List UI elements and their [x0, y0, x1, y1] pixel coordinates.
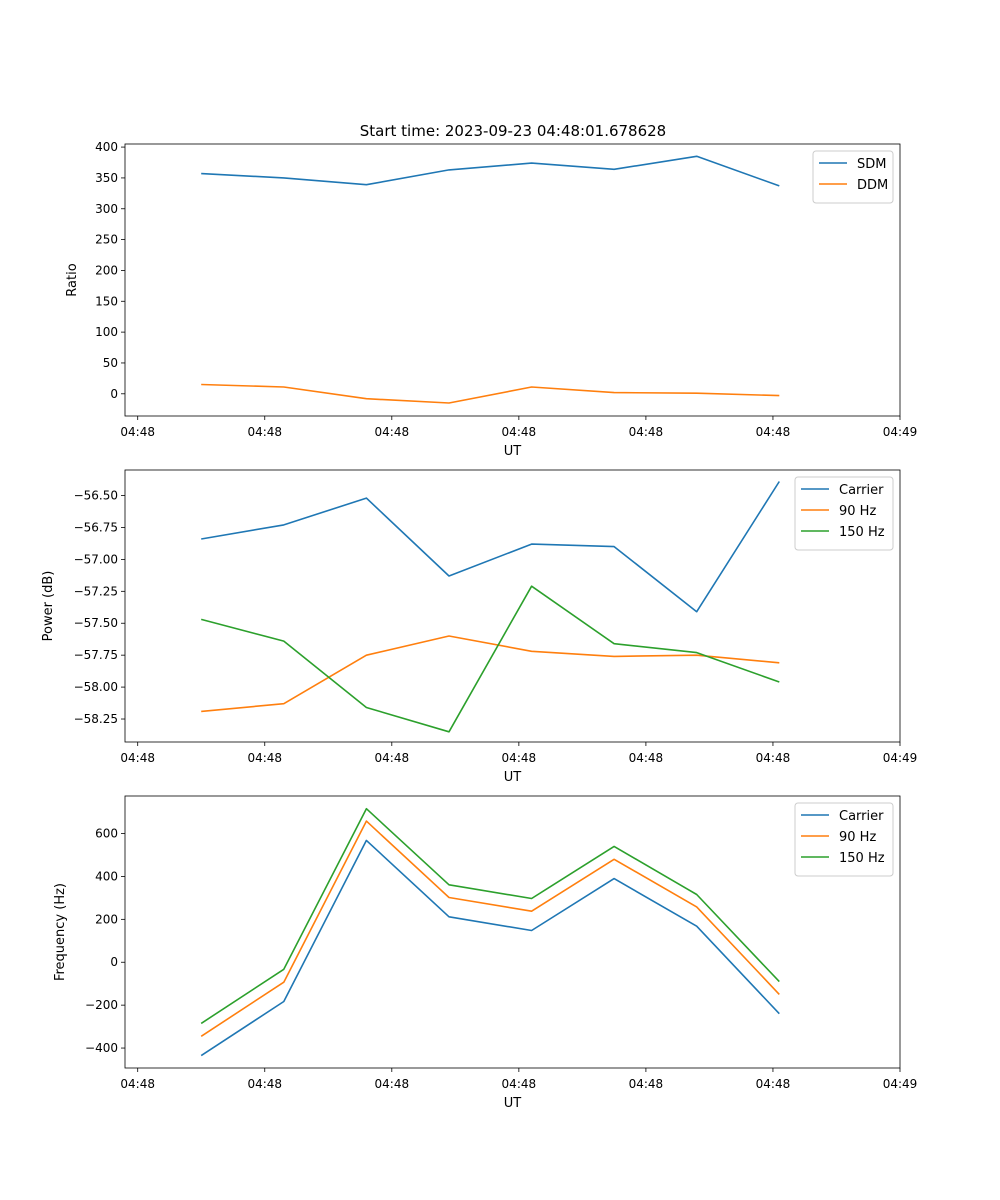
x-tick-label: 04:48	[502, 1077, 537, 1091]
x-tick-label: 04:48	[120, 751, 155, 765]
y-tick-label: −57.50	[74, 616, 118, 630]
panel-power: 04:48 04:48 04:48 04:48 04:48 04:48 04:49 −58.2…	[41, 469, 918, 785]
x-tick-label: 04:48	[375, 751, 410, 765]
x-tick-label: 04:48	[756, 425, 791, 439]
x-axis-label: UT	[504, 770, 522, 785]
legend: Carrier 90 Hz 150 Hz	[794, 802, 894, 877]
y-tick-label: 150	[95, 294, 118, 308]
y-axis-label: Power (dB)	[41, 571, 56, 642]
x-tick-label: 04:49	[883, 425, 918, 439]
figure-title: Start time: 2023-09-23 04:48:01.678628	[360, 122, 666, 140]
legend-label: 150 Hz	[839, 525, 885, 540]
y-tick-label: 600	[95, 827, 118, 841]
x-tick-label: 04:48	[629, 1077, 664, 1091]
y-tick-label: −200	[85, 998, 118, 1012]
y-tick-label: −57.75	[74, 648, 118, 662]
y-tick-label: 0	[110, 387, 118, 401]
y-tick-label: 400	[95, 869, 118, 883]
series-line-150-hz	[200, 585, 780, 733]
y-axis-label: Ratio	[65, 263, 80, 296]
x-tick-label: 04:48	[247, 751, 282, 765]
x-axis-label: UT	[504, 444, 522, 459]
legend-box	[812, 150, 894, 204]
x-tick-label: 04:48	[247, 425, 282, 439]
y-tick-label: 300	[95, 202, 118, 216]
legend-label: Carrier	[839, 809, 884, 824]
series-line-90-hz	[200, 820, 780, 1037]
y-tick-label: −57.00	[74, 552, 118, 566]
series-line-carrier	[201, 481, 780, 613]
legend-label: 90 Hz	[839, 504, 876, 519]
x-tick-label: 04:48	[375, 1077, 410, 1091]
x-tick-label: 04:48	[629, 425, 664, 439]
y-tick-label: −58.00	[74, 680, 118, 694]
legend-label: 90 Hz	[839, 830, 876, 845]
y-tick-label: 400	[95, 140, 118, 154]
legend-label: Carrier	[839, 483, 884, 498]
y-tick-label: −56.75	[74, 520, 118, 534]
series-line-150-hz	[200, 807, 780, 1025]
x-tick-label: 04:48	[120, 425, 155, 439]
y-tick-label: 250	[95, 233, 118, 247]
x-tick-label: 04:48	[120, 1077, 155, 1091]
y-tick-label: −56.50	[74, 489, 118, 503]
axes-frame	[124, 795, 901, 1069]
y-tick-label: 0	[110, 955, 118, 969]
x-tick-label: 04:48	[756, 751, 791, 765]
axes-frame	[124, 143, 901, 417]
x-tick-label: 04:48	[502, 425, 537, 439]
x-tick-label: 04:49	[883, 751, 918, 765]
x-tick-label: 04:48	[502, 751, 537, 765]
x-tick-label: 04:48	[629, 751, 664, 765]
legend: SDM DDM	[812, 150, 894, 204]
y-tick-label: −400	[85, 1041, 118, 1055]
legend-label: SDM	[857, 157, 886, 172]
y-axis-label: Frequency (Hz)	[53, 883, 68, 981]
y-tick-label: 350	[95, 171, 118, 185]
series-line-sdm	[201, 155, 780, 187]
axes-frame	[124, 469, 901, 743]
y-tick-label: −57.25	[74, 584, 118, 598]
y-tick-label: −58.25	[74, 712, 118, 726]
legend: Carrier 90 Hz 150 Hz	[794, 476, 894, 551]
panel-ratio: 04:48 04:48 04:48 04:48 04:48 04:48 04:49 0 50 10…	[65, 140, 917, 459]
y-tick-label: 100	[95, 325, 118, 339]
legend-label: DDM	[857, 178, 888, 193]
x-tick-label: 04:48	[375, 425, 410, 439]
y-tick-label: 200	[95, 912, 118, 926]
series-line-ddm	[201, 383, 780, 404]
x-tick-label: 04:48	[756, 1077, 791, 1091]
legend-label: 150 Hz	[839, 851, 885, 866]
x-axis-label: UT	[504, 1096, 522, 1111]
panel-frequency: 04:48 04:48 04:48 04:48 04:48 04:48 04:49 −400 −…	[53, 795, 918, 1111]
y-tick-label: 50	[103, 356, 118, 370]
y-tick-label: 200	[95, 263, 118, 277]
x-tick-label: 04:49	[883, 1077, 918, 1091]
series-line-90-hz	[201, 635, 780, 713]
series-line-carrier	[200, 839, 780, 1057]
x-tick-label: 04:48	[247, 1077, 282, 1091]
